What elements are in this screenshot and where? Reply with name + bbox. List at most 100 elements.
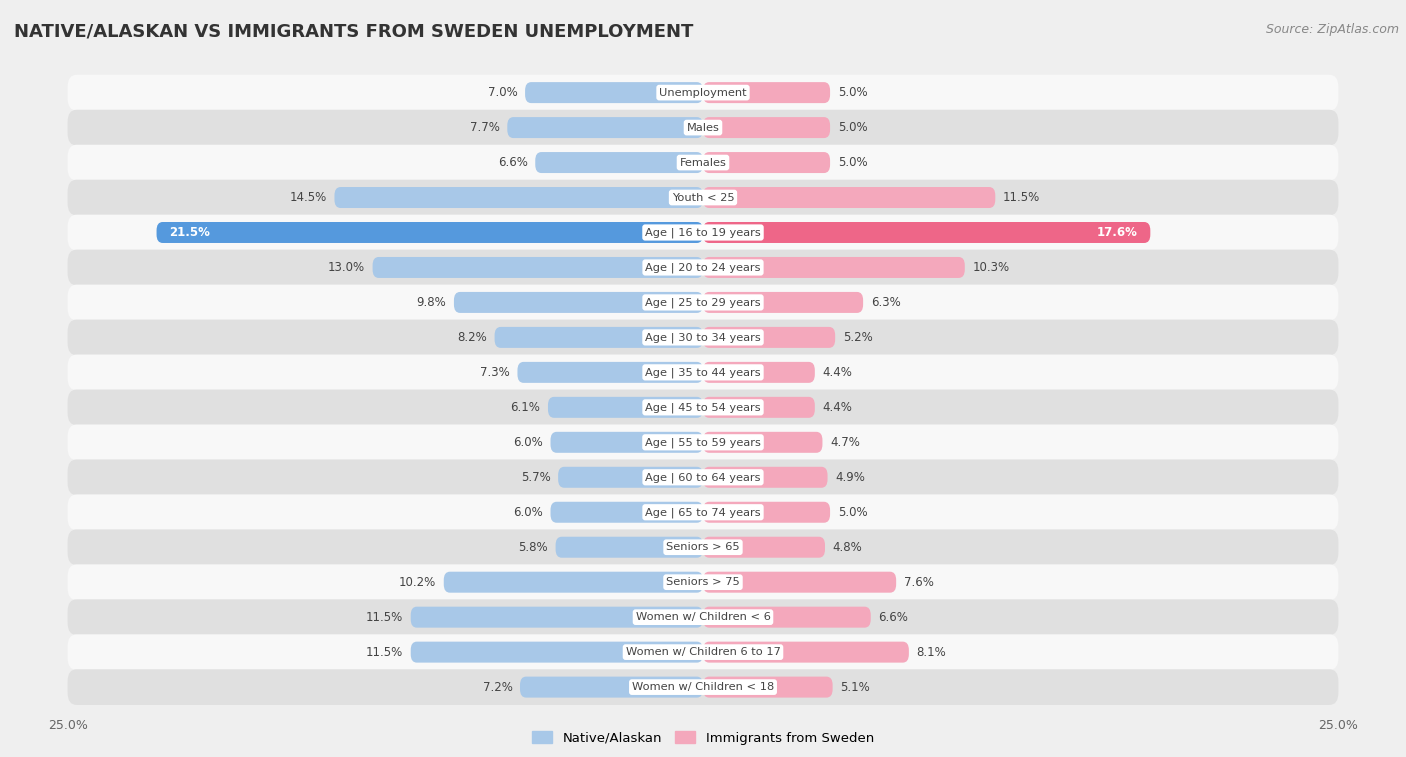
- FancyBboxPatch shape: [703, 222, 1150, 243]
- Text: 7.0%: 7.0%: [488, 86, 517, 99]
- FancyBboxPatch shape: [67, 425, 1339, 460]
- FancyBboxPatch shape: [67, 390, 1339, 425]
- Text: 5.0%: 5.0%: [838, 121, 868, 134]
- FancyBboxPatch shape: [67, 669, 1339, 705]
- FancyBboxPatch shape: [67, 215, 1339, 251]
- Text: NATIVE/ALASKAN VS IMMIGRANTS FROM SWEDEN UNEMPLOYMENT: NATIVE/ALASKAN VS IMMIGRANTS FROM SWEDEN…: [14, 23, 693, 41]
- Text: Age | 45 to 54 years: Age | 45 to 54 years: [645, 402, 761, 413]
- FancyBboxPatch shape: [703, 82, 830, 103]
- FancyBboxPatch shape: [454, 292, 703, 313]
- FancyBboxPatch shape: [703, 467, 828, 488]
- FancyBboxPatch shape: [67, 145, 1339, 180]
- Text: 17.6%: 17.6%: [1097, 226, 1137, 239]
- Text: 4.4%: 4.4%: [823, 366, 852, 378]
- FancyBboxPatch shape: [373, 257, 703, 278]
- Text: 11.5%: 11.5%: [1002, 191, 1040, 204]
- FancyBboxPatch shape: [67, 110, 1339, 145]
- FancyBboxPatch shape: [411, 606, 703, 628]
- Text: Age | 16 to 19 years: Age | 16 to 19 years: [645, 227, 761, 238]
- Text: Seniors > 75: Seniors > 75: [666, 577, 740, 587]
- FancyBboxPatch shape: [508, 117, 703, 138]
- Text: Age | 65 to 74 years: Age | 65 to 74 years: [645, 507, 761, 518]
- Text: 10.2%: 10.2%: [399, 575, 436, 589]
- FancyBboxPatch shape: [67, 600, 1339, 635]
- FancyBboxPatch shape: [703, 606, 870, 628]
- Text: Males: Males: [686, 123, 720, 132]
- FancyBboxPatch shape: [551, 502, 703, 523]
- Text: 5.8%: 5.8%: [519, 540, 548, 553]
- Text: Age | 20 to 24 years: Age | 20 to 24 years: [645, 262, 761, 273]
- Text: 8.1%: 8.1%: [917, 646, 946, 659]
- FancyBboxPatch shape: [703, 572, 896, 593]
- Text: 6.6%: 6.6%: [879, 611, 908, 624]
- Text: 7.2%: 7.2%: [482, 681, 512, 693]
- Text: 5.1%: 5.1%: [841, 681, 870, 693]
- Text: 6.0%: 6.0%: [513, 436, 543, 449]
- FancyBboxPatch shape: [536, 152, 703, 173]
- FancyBboxPatch shape: [703, 257, 965, 278]
- Text: 7.7%: 7.7%: [470, 121, 499, 134]
- Text: 5.7%: 5.7%: [520, 471, 551, 484]
- Text: 8.2%: 8.2%: [457, 331, 486, 344]
- Legend: Native/Alaskan, Immigrants from Sweden: Native/Alaskan, Immigrants from Sweden: [527, 726, 879, 750]
- FancyBboxPatch shape: [411, 642, 703, 662]
- FancyBboxPatch shape: [67, 354, 1339, 390]
- Text: Age | 25 to 29 years: Age | 25 to 29 years: [645, 298, 761, 307]
- Text: 4.8%: 4.8%: [832, 540, 862, 553]
- Text: Seniors > 65: Seniors > 65: [666, 542, 740, 552]
- Text: Age | 35 to 44 years: Age | 35 to 44 years: [645, 367, 761, 378]
- FancyBboxPatch shape: [703, 642, 908, 662]
- Text: 5.0%: 5.0%: [838, 156, 868, 169]
- FancyBboxPatch shape: [444, 572, 703, 593]
- FancyBboxPatch shape: [555, 537, 703, 558]
- FancyBboxPatch shape: [67, 634, 1339, 670]
- Text: 4.7%: 4.7%: [830, 436, 860, 449]
- FancyBboxPatch shape: [558, 467, 703, 488]
- FancyBboxPatch shape: [703, 117, 830, 138]
- FancyBboxPatch shape: [517, 362, 703, 383]
- FancyBboxPatch shape: [67, 319, 1339, 355]
- Text: Females: Females: [679, 157, 727, 167]
- Text: Women w/ Children 6 to 17: Women w/ Children 6 to 17: [626, 647, 780, 657]
- Text: 5.2%: 5.2%: [842, 331, 873, 344]
- FancyBboxPatch shape: [551, 431, 703, 453]
- Text: 4.4%: 4.4%: [823, 401, 852, 414]
- FancyBboxPatch shape: [67, 285, 1339, 320]
- Text: Age | 30 to 34 years: Age | 30 to 34 years: [645, 332, 761, 343]
- FancyBboxPatch shape: [703, 397, 815, 418]
- Text: Unemployment: Unemployment: [659, 88, 747, 98]
- Text: 9.8%: 9.8%: [416, 296, 446, 309]
- Text: 13.0%: 13.0%: [328, 261, 366, 274]
- Text: 6.3%: 6.3%: [870, 296, 900, 309]
- Text: 6.0%: 6.0%: [513, 506, 543, 519]
- FancyBboxPatch shape: [67, 565, 1339, 600]
- Text: Women w/ Children < 6: Women w/ Children < 6: [636, 612, 770, 622]
- FancyBboxPatch shape: [548, 397, 703, 418]
- FancyBboxPatch shape: [524, 82, 703, 103]
- FancyBboxPatch shape: [335, 187, 703, 208]
- Text: 14.5%: 14.5%: [290, 191, 326, 204]
- Text: Women w/ Children < 18: Women w/ Children < 18: [631, 682, 775, 692]
- Text: 6.1%: 6.1%: [510, 401, 540, 414]
- Text: 4.9%: 4.9%: [835, 471, 865, 484]
- Text: Youth < 25: Youth < 25: [672, 192, 734, 203]
- Text: 21.5%: 21.5%: [169, 226, 209, 239]
- FancyBboxPatch shape: [703, 431, 823, 453]
- Text: 5.0%: 5.0%: [838, 86, 868, 99]
- FancyBboxPatch shape: [703, 152, 830, 173]
- FancyBboxPatch shape: [703, 327, 835, 348]
- FancyBboxPatch shape: [67, 179, 1339, 215]
- Text: Age | 60 to 64 years: Age | 60 to 64 years: [645, 472, 761, 482]
- Text: 10.3%: 10.3%: [973, 261, 1010, 274]
- Text: 6.6%: 6.6%: [498, 156, 527, 169]
- Text: Source: ZipAtlas.com: Source: ZipAtlas.com: [1265, 23, 1399, 36]
- Text: 11.5%: 11.5%: [366, 611, 404, 624]
- FancyBboxPatch shape: [67, 75, 1339, 111]
- FancyBboxPatch shape: [67, 494, 1339, 530]
- FancyBboxPatch shape: [520, 677, 703, 698]
- Text: Age | 55 to 59 years: Age | 55 to 59 years: [645, 437, 761, 447]
- FancyBboxPatch shape: [703, 187, 995, 208]
- Text: 5.0%: 5.0%: [838, 506, 868, 519]
- FancyBboxPatch shape: [703, 677, 832, 698]
- Text: 7.3%: 7.3%: [479, 366, 510, 378]
